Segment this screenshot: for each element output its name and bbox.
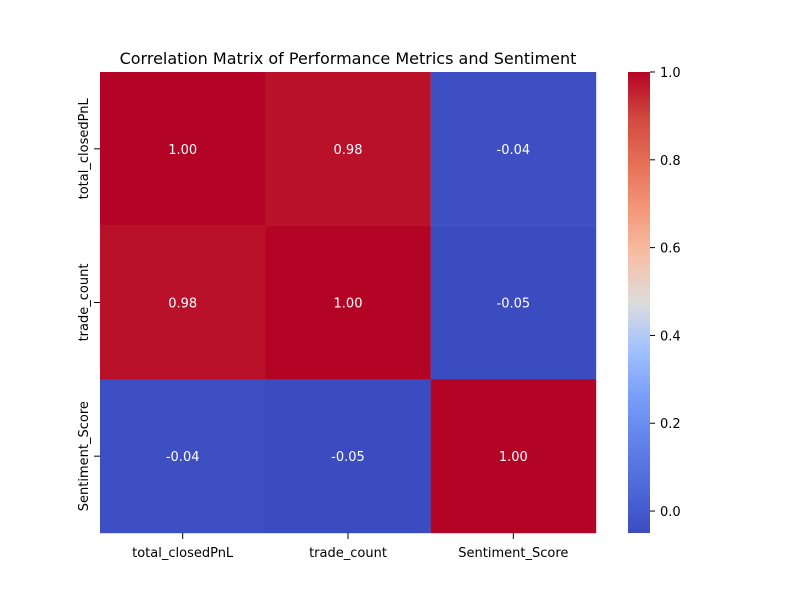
colorbar-tick-label: 0.4 [660,329,681,344]
heatmap-cell [100,225,266,380]
heatmap-cell-label: 1.00 [168,143,197,158]
heatmap-cell-label: 0.98 [168,297,197,312]
x-axis-tick-label: Sentiment_Score [458,546,568,561]
heatmap-cell-label: 0.98 [334,143,363,158]
heatmap-cell [100,379,266,534]
y-axis-ticks: total_closedPnL trade_count Sentiment_Scor… [77,98,100,511]
x-axis-ticks: total_closedPnL trade_count Sentiment_Scor… [132,533,568,561]
heatmap-cell-label: 1.00 [499,450,528,465]
colorbar-tick-label: 0.2 [660,417,681,432]
heatmap-cells [100,72,597,534]
heatmap-cell-label: 1.00 [334,297,363,312]
heatmap-cell [430,72,597,226]
heatmap-cell-label: -0.05 [331,450,365,465]
heatmap-cell-labels: 1.00 0.98 -0.04 0.98 1.00 -0.05 -0.04 -0.05 1.00 [166,143,530,465]
heatmap-cell [430,379,597,534]
heatmap-cell [265,225,431,380]
x-axis-tick-label: trade_count [309,546,387,561]
colorbar: 0.0 0.2 0.4 0.6 0.8 1.0 [628,66,681,533]
heatmap-cell [430,225,597,380]
colorbar-tick-label: 0.8 [660,154,681,169]
colorbar-tick-label: 0.0 [660,505,681,520]
chart-title: Correlation Matrix of Performance Metric… [120,49,577,68]
heatmap-cell-label: -0.04 [166,450,200,465]
x-axis-tick-label: total_closedPnL [132,546,234,561]
y-axis-tick-label: total_closedPnL [77,98,92,200]
y-axis-tick-label: Sentiment_Score [77,401,92,511]
heatmap-cell [265,72,431,226]
y-axis-tick-label: trade_count [77,264,92,342]
heatmap-cell [265,379,431,534]
heatmap-cell-label: -0.05 [497,297,531,312]
colorbar-tick-label: 0.6 [660,242,681,257]
heatmap-cell-label: -0.04 [497,143,531,158]
colorbar-tick-label: 1.0 [660,66,681,81]
colorbar-gradient [628,72,650,533]
heatmap-cell [100,72,266,226]
